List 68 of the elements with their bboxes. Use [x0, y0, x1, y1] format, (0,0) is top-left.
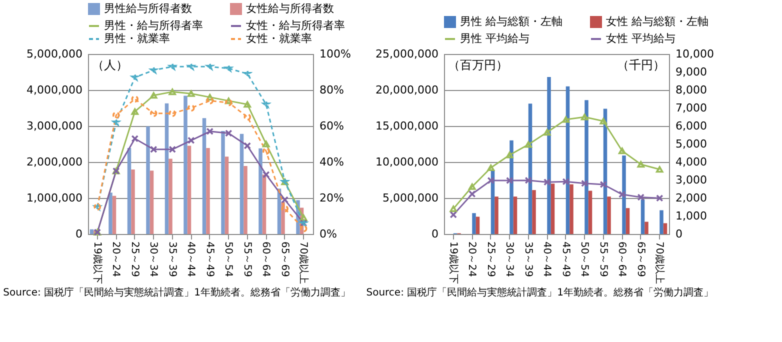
- y2-tick-label: 2,000: [676, 192, 707, 204]
- y2-tick-label: 1,000: [676, 210, 707, 222]
- y2-tick-label: 60%: [320, 120, 344, 132]
- x-tick-label: 25～29: [484, 242, 496, 277]
- y2-tick-label: 0: [676, 228, 682, 240]
- y-tick-label: 0: [432, 228, 438, 240]
- legend-label: 男性給与所得者数: [104, 2, 192, 15]
- x-tick-label: 30～34: [504, 242, 515, 277]
- source-note: Source: 国税庁「民間給与実態統計調査」1年勤続者。総務省「労働力調査」: [366, 286, 714, 299]
- x-tick-label: 65～69: [278, 242, 290, 277]
- y-tick-label: 1,000,000: [26, 192, 82, 204]
- y2-tick-label: 8,000: [676, 84, 707, 96]
- x-tick-label: 19歳以下: [91, 242, 104, 284]
- x-tick-label: 55～59: [241, 242, 252, 277]
- x-tick-label: 70歳以上: [298, 242, 310, 284]
- y2-tick-label: 0%: [320, 228, 337, 240]
- x-tick-label: 25～29: [128, 242, 140, 277]
- y2-tick-label: 80%: [320, 84, 344, 96]
- x-tick-label: 40～44: [185, 242, 196, 277]
- legend-label: 女性・給与所得者率: [246, 19, 345, 32]
- x-tick-label: 50～54: [222, 242, 234, 277]
- legend-label: 男性・給与所得者率: [104, 19, 203, 32]
- x-tick-label: 30～34: [148, 242, 159, 277]
- y2-tick-label: 4,000: [676, 156, 707, 168]
- y2-tick-label: 3,000: [676, 174, 707, 186]
- annotation: （人）: [92, 58, 128, 72]
- x-tick-label: 70歳以上: [654, 242, 666, 284]
- annotation: （千円）: [617, 58, 665, 72]
- y2-tick-label: 9,000: [676, 66, 707, 78]
- source-note: Source: 国税庁「民間給与実態統計調査」1年勤続者。総務省「労働力調査」: [3, 286, 350, 299]
- y2-tick-label: 20%: [320, 192, 344, 204]
- x-tick-label: 20～24: [110, 242, 122, 277]
- legend-label: 男性 給与総額・左軸: [460, 15, 562, 28]
- y2-tick-label: 40%: [320, 156, 344, 168]
- x-tick-label: 19歳以下: [447, 242, 460, 284]
- y2-tick-label: 6,000: [676, 120, 707, 132]
- y-tick-label: 20,000,000: [376, 84, 438, 96]
- y-tick-label: 10,000,000: [376, 156, 438, 168]
- y2-tick-label: 7,000: [676, 102, 707, 114]
- x-tick-label: 35～39: [166, 242, 178, 277]
- x-tick-label: 40～44: [541, 242, 552, 277]
- x-tick-label: 65～69: [634, 242, 646, 277]
- y-tick-label: 2,000,000: [26, 156, 82, 168]
- x-tick-label: 35～39: [522, 242, 534, 277]
- legend-label: 男性 平均給与: [460, 32, 530, 45]
- x-tick-label: 55～59: [597, 242, 608, 277]
- x-tick-label: 60～64: [616, 242, 628, 277]
- legend-label: 男性・就業率: [104, 32, 170, 45]
- y2-tick-label: 5,000: [676, 138, 707, 150]
- x-tick-label: 50～54: [578, 242, 590, 277]
- legend-label: 女性・就業率: [246, 32, 312, 45]
- y-tick-label: 4,000,000: [26, 84, 82, 96]
- x-tick-label: 45～49: [204, 242, 215, 277]
- y-tick-label: 5,000,000: [26, 48, 82, 60]
- legend-label: 女性給与所得者数: [246, 2, 334, 15]
- legend-label: 女性 給与総額・左軸: [606, 15, 708, 28]
- x-tick-label: 60～64: [260, 242, 272, 277]
- y-tick-label: 5,000,000: [382, 192, 438, 204]
- y2-tick-label: 100%: [320, 48, 351, 60]
- y2-tick-label: 10,000: [676, 48, 714, 60]
- x-tick-label: 20～24: [466, 242, 478, 277]
- x-tick-label: 45～49: [560, 242, 571, 277]
- y-tick-label: 3,000,000: [26, 120, 82, 132]
- y-tick-label: 15,000,000: [376, 120, 438, 132]
- y-tick-label: 0: [76, 228, 82, 240]
- y-tick-label: 25,000,000: [376, 48, 438, 60]
- legend-label: 女性 平均給与: [606, 32, 676, 45]
- annotation: （百万円）: [448, 58, 508, 72]
